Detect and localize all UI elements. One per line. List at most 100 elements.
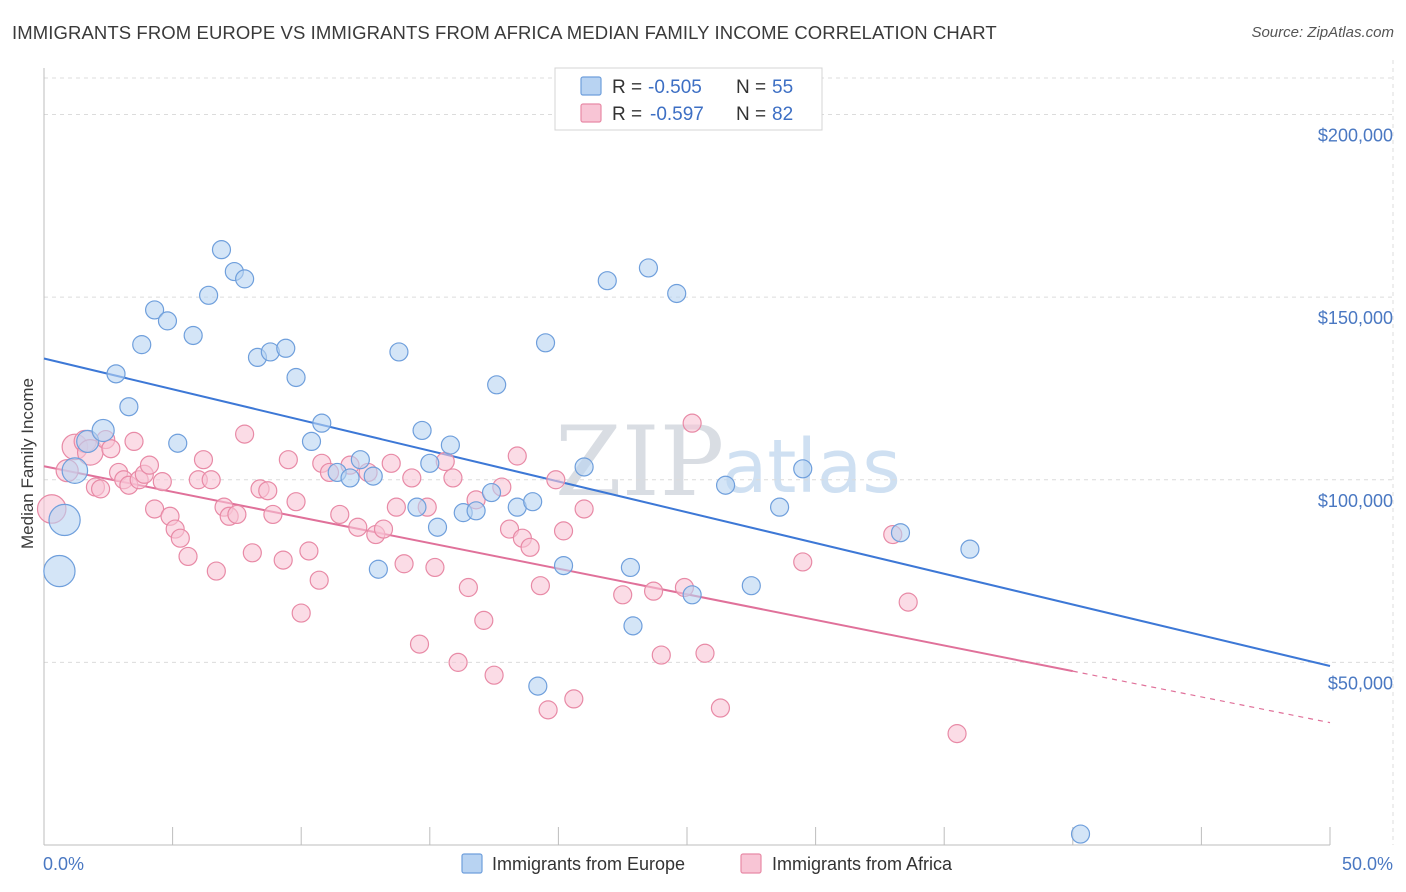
legend-r-label-europe: R = (612, 77, 642, 98)
data-point (898, 592, 918, 612)
data-point (458, 577, 478, 598)
data-point (793, 459, 813, 479)
data-point (348, 517, 368, 537)
data-point (574, 499, 594, 519)
data-point (553, 555, 574, 576)
data-point (235, 269, 255, 289)
data-point (340, 468, 360, 488)
data-point (278, 450, 298, 470)
data-point (427, 517, 448, 537)
legend-r-value-africa: -0.597 (650, 104, 704, 125)
data-point (227, 504, 247, 525)
data-point (597, 271, 617, 291)
data-point (947, 724, 967, 744)
data-point (211, 240, 232, 260)
data-point (193, 450, 214, 470)
data-point (613, 585, 633, 605)
y-tick-label: $50,000 (1328, 673, 1393, 693)
data-point (710, 698, 731, 718)
legend-swatch-africa (580, 103, 602, 123)
data-point (409, 634, 430, 654)
data-point (132, 335, 152, 355)
legend-n-value-europe: 55 (772, 77, 793, 98)
data-point (168, 433, 188, 453)
data-point (139, 455, 160, 475)
data-point (538, 700, 558, 720)
data-point (407, 497, 427, 517)
data-point (667, 283, 687, 304)
data-point (487, 375, 507, 395)
data-point (330, 504, 350, 525)
data-point (574, 457, 594, 477)
data-point (643, 581, 664, 601)
trend-line-extension-africa (1072, 670, 1331, 724)
legend-n-label-europe: N = (736, 77, 766, 98)
data-point (481, 482, 502, 503)
data-point (286, 492, 306, 512)
data-point (420, 453, 440, 473)
data-point (507, 446, 527, 466)
legend-r-value-europe: -0.505 (648, 77, 702, 98)
data-point (520, 537, 540, 557)
data-point (638, 258, 659, 278)
data-point (741, 576, 761, 596)
data-point (793, 552, 813, 572)
data-point (144, 300, 165, 320)
data-point (206, 561, 226, 581)
y-tick-label: $150,000 (1318, 308, 1393, 328)
bottom-legend: Immigrants from Europe Immigrants from A… (461, 853, 953, 874)
data-point (309, 570, 329, 590)
bottom-legend-label-europe: Immigrants from Europe (492, 854, 685, 874)
data-point (119, 397, 139, 417)
data-point (157, 311, 178, 331)
data-point (402, 468, 422, 488)
data-point (373, 519, 394, 539)
data-point (183, 325, 203, 346)
data-point (350, 450, 370, 470)
data-point (144, 499, 165, 519)
y-axis-label: Median Family Income (18, 378, 37, 549)
trend-line-europe (43, 357, 1331, 668)
legend-n-value-africa: 82 (772, 104, 793, 125)
data-point (546, 470, 566, 490)
data-point (235, 424, 255, 444)
axes: $50,000 $100,000 $150,000 $200,000 0.0% 50.0%… (18, 68, 1393, 874)
data-point (682, 413, 702, 433)
data-point (276, 338, 296, 358)
data-point (443, 468, 463, 488)
bottom-legend-swatch-europe (461, 853, 483, 874)
data-point (43, 554, 76, 588)
data-point (91, 418, 115, 443)
data-point (312, 413, 332, 433)
data-point (620, 557, 641, 578)
data-point (523, 492, 543, 512)
y-tick-label: $200,000 (1318, 126, 1393, 146)
data-point (381, 453, 401, 473)
bottom-legend-swatch-africa (740, 853, 762, 874)
data-point (124, 431, 144, 452)
data-point (960, 539, 980, 559)
x-tick-label: 50.0% (1342, 854, 1393, 874)
x-tick-label: 0.0% (43, 854, 84, 874)
data-point (368, 559, 388, 579)
data-point (425, 557, 445, 578)
data-point (474, 610, 494, 630)
data-point (258, 481, 278, 501)
data-point (106, 364, 126, 384)
data-point (530, 576, 550, 596)
data-point (715, 475, 736, 495)
data-point (466, 501, 486, 521)
data-point (623, 616, 643, 636)
data-point (170, 528, 190, 548)
data-point (564, 689, 584, 709)
data-point (363, 466, 383, 486)
y-tick-label: $100,000 (1318, 491, 1393, 511)
data-points (36, 240, 1091, 844)
legend: R = -0.505 N = 55 R = -0.597 N = 82 (554, 67, 823, 131)
data-point (553, 521, 574, 541)
data-point (152, 471, 172, 492)
data-point (682, 585, 702, 605)
data-point (535, 333, 556, 353)
data-point (890, 523, 911, 543)
legend-n-label-africa: N = (736, 104, 766, 125)
